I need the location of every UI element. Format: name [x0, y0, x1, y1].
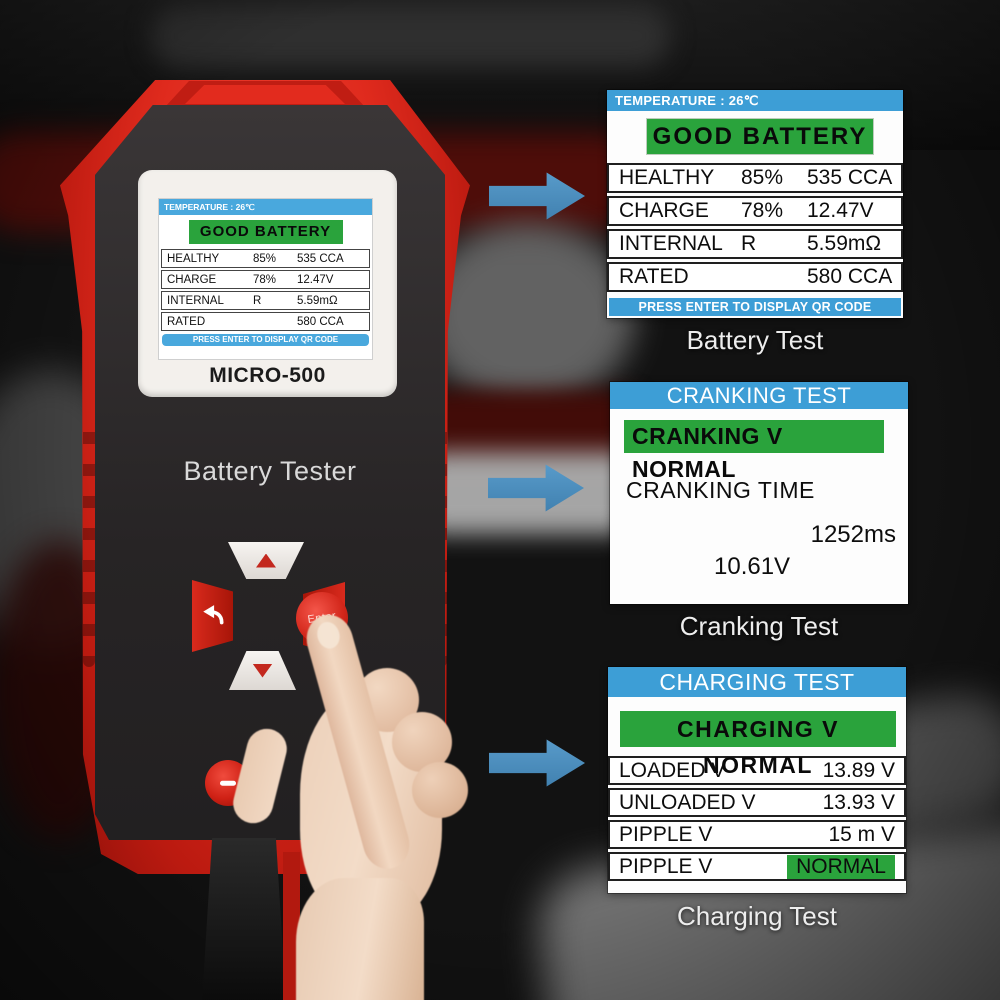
back-arrow-icon [202, 605, 224, 625]
panel-title: CRANKING TEST [610, 382, 908, 409]
row-label: INTERNAL [167, 294, 224, 307]
charging-test-screen: CHARGING TEST CHARGING V NORMAL LOADED V… [608, 667, 906, 893]
arrow-right-icon [489, 739, 585, 787]
power-button [205, 760, 251, 806]
device-brand-label: Battery Tester [183, 456, 357, 486]
row-label: PIPPLE V [619, 854, 713, 878]
background-blur-shape [150, 5, 670, 67]
table-row: CHARGE 78% 12.47V [607, 196, 903, 226]
row-label: INTERNAL [619, 232, 723, 255]
row-value: 535 CCA [297, 252, 344, 265]
temperature-bar: TEMPERATURE : 26℃ [159, 199, 372, 215]
row-value: 5.59mΩ [807, 232, 882, 255]
device-top-ridge [185, 85, 345, 104]
row-value: 12.47V [807, 199, 874, 222]
row-value: 13.93 V [822, 790, 895, 814]
cranking-time-value: 1252ms [810, 521, 896, 548]
cranking-test-caption: Cranking Test [679, 611, 839, 641]
tester-cable-red [283, 852, 300, 1000]
row-value: 580 CCA [807, 265, 893, 288]
row-mid-value: 78% [741, 199, 784, 222]
tester-cable [202, 838, 286, 1000]
battery-status-banner: GOOD BATTERY [188, 220, 343, 244]
charging-result-rows: LOADED V 13.89 V UNLOADED V 13.93 V PIPP… [608, 756, 906, 881]
status-badge: NORMAL [787, 854, 895, 879]
row-mid-value: 85% [741, 166, 784, 189]
charging-test-caption: Charging Test [677, 901, 837, 931]
table-row: LOADED V 13.89 V [608, 756, 906, 785]
lcd-result-rows: HEALTHY 85% 535 CCA CHARGE 78% 12.47V IN… [159, 249, 372, 331]
table-row: INTERNAL R 5.59mΩ [161, 291, 370, 310]
row-mid-value: R [741, 232, 757, 255]
battery-status-banner: GOOD BATTERY [647, 119, 873, 154]
row-label: LOADED V [619, 758, 726, 782]
battery-tester-device: TEMPERATURE : 26℃ GOOD BATTERY HEALTHY 8… [60, 76, 470, 874]
row-mid-value: 85% [253, 252, 277, 265]
row-label: HEALTHY [167, 252, 220, 265]
row-value: 5.59mΩ [297, 294, 338, 307]
power-icon [220, 780, 236, 786]
arrow-right-icon [488, 464, 584, 512]
row-label: HEALTHY [619, 166, 715, 189]
table-row: CHARGE 78% 12.47V [161, 270, 370, 289]
charging-status-banner: CHARGING V NORMAL [620, 711, 896, 778]
panel-title: CHARGING TEST [608, 667, 906, 697]
temperature-bar: TEMPERATURE : 26℃ [607, 90, 903, 111]
back-button [192, 580, 233, 652]
row-value: 13.89 V [822, 758, 895, 782]
hand-wrist [296, 878, 424, 1000]
row-label: CHARGE [619, 199, 709, 222]
row-value: 535 CCA [807, 166, 893, 189]
table-row: PIPPLE V NORMAL [608, 852, 906, 881]
row-label: UNLOADED V [619, 790, 756, 814]
row-label: RATED [167, 315, 206, 328]
row-value: 580 CCA [297, 315, 344, 328]
cranking-voltage-value: 10.61V [714, 553, 791, 580]
arrow-right-icon [489, 172, 585, 220]
table-row: UNLOADED V 13.93 V [608, 788, 906, 817]
device-lcd-display: TEMPERATURE : 26℃ GOOD BATTERY HEALTHY 8… [159, 199, 372, 359]
table-row: RATED 580 CCA [607, 262, 903, 292]
table-row: INTERNAL R 5.59mΩ [607, 229, 903, 259]
device-screen-plate: TEMPERATURE : 26℃ GOOD BATTERY HEALTHY 8… [138, 170, 397, 397]
device-model-label: MICRO-500 [209, 364, 326, 387]
table-row: RATED 580 CCA [161, 312, 370, 331]
row-label: RATED [619, 265, 689, 288]
battery-test-caption: Battery Test [686, 325, 824, 355]
battery-test-screen: TEMPERATURE : 26℃ GOOD BATTERY HEALTHY 8… [607, 90, 903, 318]
down-arrow-icon [252, 663, 273, 678]
row-mid-value: 78% [253, 273, 277, 286]
row-label: PIPPLE V [619, 822, 713, 846]
press-enter-hint: PRESS ENTER TO DISPLAY QR CODE [609, 298, 901, 316]
device-side-grip [83, 412, 95, 667]
cranking-test-screen: CRANKING TEST CRANKING V NORMAL CRANKING… [610, 382, 908, 604]
press-enter-hint: PRESS ENTER TO DISPLAY QR CODE [162, 334, 369, 346]
up-arrow-icon [256, 553, 276, 568]
table-row: HEALTHY 85% 535 CCA [607, 163, 903, 193]
battery-result-rows: HEALTHY 85% 535 CCA CHARGE 78% 12.47V IN… [607, 163, 903, 292]
row-value: 15 m V [828, 822, 895, 846]
table-row: PIPPLE V 15 m V [608, 820, 906, 849]
row-mid-value: R [253, 294, 262, 307]
cranking-time-label: CRANKING TIME [626, 477, 815, 503]
row-label: CHARGE [167, 273, 217, 286]
cranking-status-banner: CRANKING V NORMAL [624, 420, 884, 482]
row-value: 12.47V [297, 273, 334, 286]
table-row: HEALTHY 85% 535 CCA [161, 249, 370, 268]
